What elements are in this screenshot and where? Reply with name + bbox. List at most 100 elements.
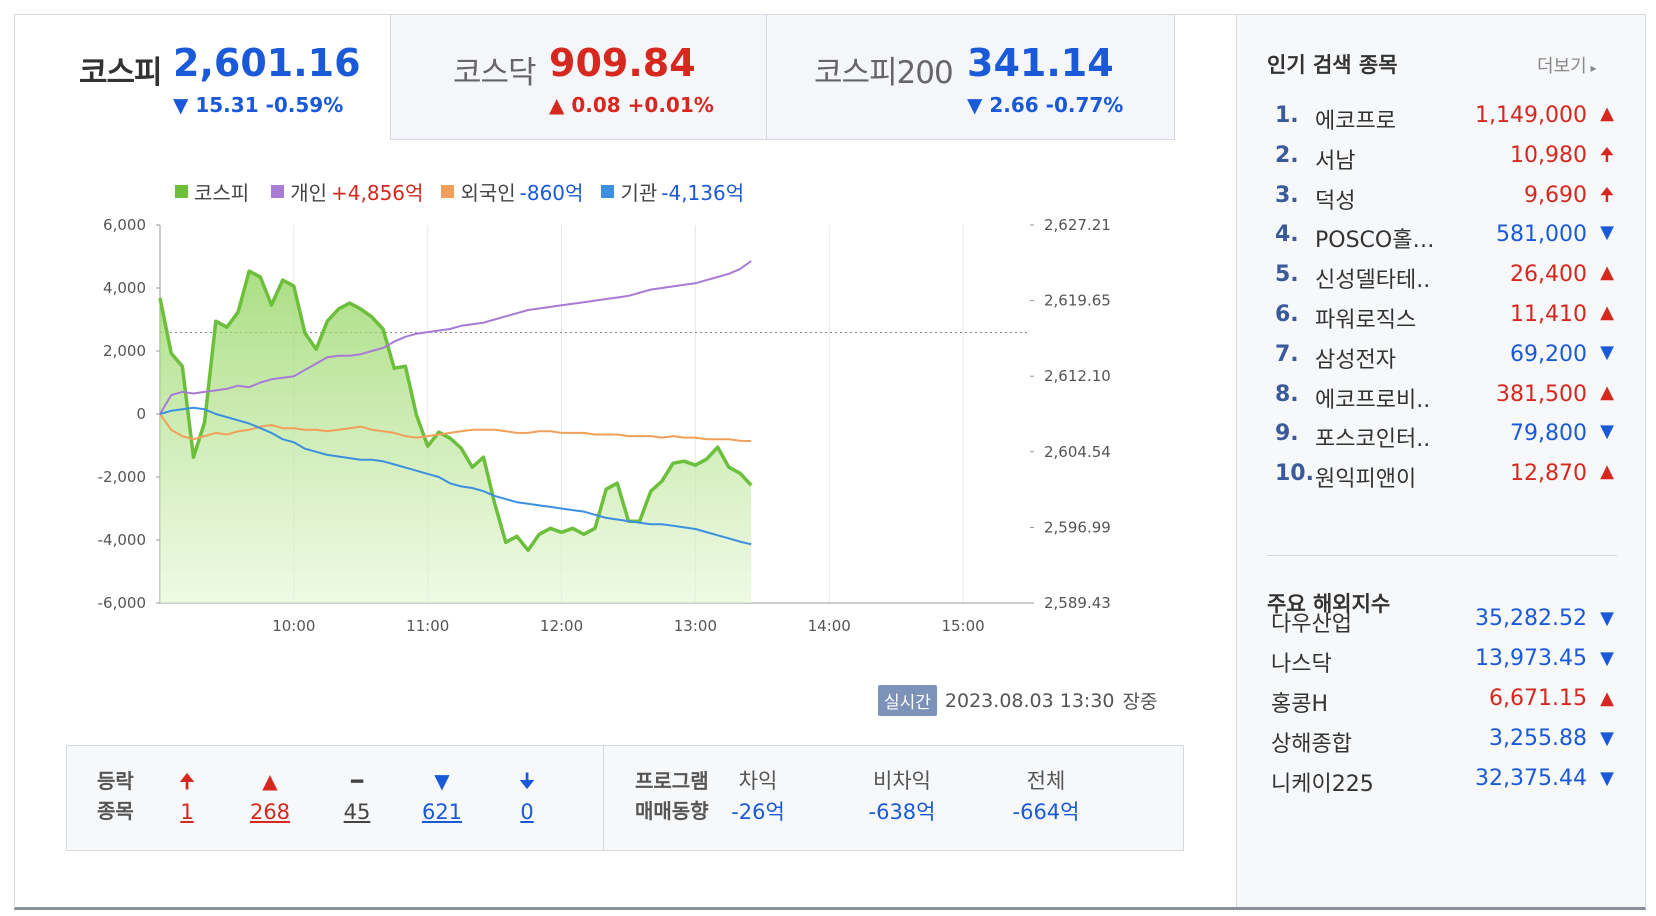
rank-number: 4. [1275,222,1299,248]
ad-upper-limit: 🠉 1 [152,766,222,828]
popular-stock-row[interactable]: 1. 에코프로 1,149,000 ▲ [1267,95,1617,137]
overseas-index-row[interactable]: 다우산업 35,282.52 ▼ [1267,598,1617,640]
realtime-datetime: 2023.08.03 13:30 [944,689,1115,712]
overseas-index-name: 나스닥 [1271,652,1332,677]
index-change: ▼ 2.66 -0.77% [967,93,1124,117]
overseas-index-name: 홍콩H [1271,692,1329,717]
program-label: 전체 [1026,769,1066,793]
index-name: 코스닥 [453,55,537,91]
arrow-up-bold-icon: 🠉 [1599,184,1615,206]
realtime-info: 실시간 2023.08.03 13:30 장중 [878,685,1157,716]
stock-name: 파워로직스 [1315,308,1417,333]
popular-stock-row[interactable]: 3. 덕성 9,690 🠉 [1267,175,1617,217]
arrow-up-bold-icon: 🠉 [178,769,196,793]
popular-stock-row[interactable]: 10. 원익피앤이 12,870 ▲ [1267,453,1617,495]
ad-count-link[interactable]: 45 [343,800,371,824]
header-line: 등락 [97,769,134,793]
overseas-index-row[interactable]: 상해종합 3,255.88 ▼ [1267,718,1617,760]
y-right-tick-label: 2,589.43 [1044,594,1111,612]
popular-stock-row[interactable]: 8. 에코프로비.. 381,500 ▲ [1267,374,1617,416]
triangle-down-icon: ▼ [1600,421,1614,443]
rank-number: 6. [1275,302,1299,327]
index-change: ▲ 0.08 +0.01% [549,93,714,117]
rank-number: 3. [1275,182,1299,208]
popular-stock-row[interactable]: 5. 신성델타테.. 26,400 ▲ [1267,254,1617,296]
stock-price: 69,200 [1510,341,1587,367]
stock-price: 12,870 [1510,461,1587,487]
y-left-tick-label: -4,000 [98,531,146,549]
stock-name: POSCO홀… [1315,228,1435,254]
ad-count-link[interactable]: 268 [249,800,291,824]
legend-value: -860억 [519,181,584,205]
realtime-badge[interactable]: 실시간 [878,685,937,716]
stock-price: 26,400 [1510,262,1587,288]
ad-flat: ━ 45 [322,766,392,828]
ad-rise: ▲ 268 [235,766,305,828]
stock-name: 덕성 [1315,188,1356,214]
rank-number: 1. [1275,103,1299,128]
stock-price: 10,980 [1510,142,1587,168]
ad-count-link[interactable]: 1 [180,800,194,824]
series-line-kospi [158,269,753,553]
rank-number: 8. [1275,381,1299,407]
legend-individual: 개인 +4,856억 [271,177,423,206]
popular-stock-row[interactable]: 4. POSCO홀… 581,000 ▼ [1267,214,1617,256]
popular-stock-row[interactable]: 2. 서남 10,980 🠉 [1267,135,1617,177]
series-line-3d8fe0 [159,406,752,546]
x-tick-label: 15:00 [941,617,984,635]
popular-stock-row[interactable]: 6. 파워로직스 11,410 ▲ [1267,294,1617,336]
arrow-down-bold-icon: 🠋 [518,769,536,793]
stock-name: 삼성전자 [1315,347,1396,373]
triangle-up-icon: ▲ [1600,688,1614,709]
stock-name: 에코프로 [1315,109,1396,134]
advance-decline-header: 등락 종목 [97,766,134,826]
triangle-up-icon: ▲ [1600,302,1614,323]
legend-institution: 기관 -4,136억 [601,177,744,206]
stock-price: 11,410 [1510,302,1587,327]
more-link[interactable]: 더보기 ▸ [1537,52,1597,78]
legend-swatch [175,185,188,198]
program-label: 비차익 [873,769,931,793]
legend-value: -4,136억 [661,181,745,205]
triangle-up-icon: ▲ [1600,103,1614,124]
x-tick-label: 11:00 [406,617,449,635]
rank-number: 9. [1275,421,1299,447]
arrow-up-bold-icon: 🠉 [1599,144,1615,166]
index-change: ▼ 15.31 -0.59% [173,93,344,117]
popular-title: 인기 검색 종목 [1267,53,1398,77]
overseas-index-row[interactable]: 홍콩H 6,671.15 ▲ [1267,678,1617,720]
triangle-down-icon: ▼ [1600,648,1614,669]
rank-number: 7. [1275,341,1299,367]
section-divider [1267,555,1617,556]
legend-value: +4,856억 [331,181,424,205]
tab-kospi200[interactable]: 코스피200 341.14 ▼ 2.66 -0.77% [767,15,1175,140]
overseas-index-value: 3,255.88 [1489,726,1587,751]
tab-kosdaq[interactable]: 코스닥 909.84 ▲ 0.08 +0.01% [391,15,767,140]
overseas-index-row[interactable]: 나스닥 13,973.45 ▼ [1267,638,1617,680]
popular-stock-row[interactable]: 7. 삼성전자 69,200 ▼ [1267,334,1617,376]
popular-stock-row[interactable]: 9. 포스코인터.. 79,800 ▼ [1267,413,1617,455]
program-header: 프로그램 매매동향 [635,766,709,826]
series-line-a77bd6 [159,260,752,415]
header-line: 매매동향 [635,799,709,823]
overseas-index-name: 상해종합 [1271,732,1352,757]
overseas-index-name: 다우산업 [1271,612,1352,637]
stock-price: 9,690 [1524,182,1587,208]
ad-fall: ▼ 621 [407,766,477,828]
ad-count-link[interactable]: 0 [520,800,534,824]
ad-count-link[interactable]: 621 [421,800,463,824]
stock-price: 581,000 [1496,222,1587,248]
tab-kospi[interactable]: 코스피 2,601.16 ▼ 15.31 -0.59% [15,15,391,140]
stock-name: 포스코인터.. [1315,427,1431,453]
rank-number: 10. [1275,461,1314,487]
index-value: 2,601.16 [173,41,361,85]
y-left-tick-label: 4,000 [103,279,146,297]
index-tabs: 코스피 2,601.16 ▼ 15.31 -0.59% 코스닥 909.84 ▲… [15,15,1175,140]
y-right-tick-label: 2,619.65 [1044,292,1111,310]
triangle-up-icon: ▲ [1600,461,1614,483]
program-item: 비차익 -638억 [837,766,967,828]
dash-icon: ━ [350,769,364,793]
legend-swatch [441,185,455,198]
program-item: 전체 -664억 [981,766,1111,828]
overseas-index-row[interactable]: 니케이225 32,375.44 ▼ [1267,758,1617,800]
